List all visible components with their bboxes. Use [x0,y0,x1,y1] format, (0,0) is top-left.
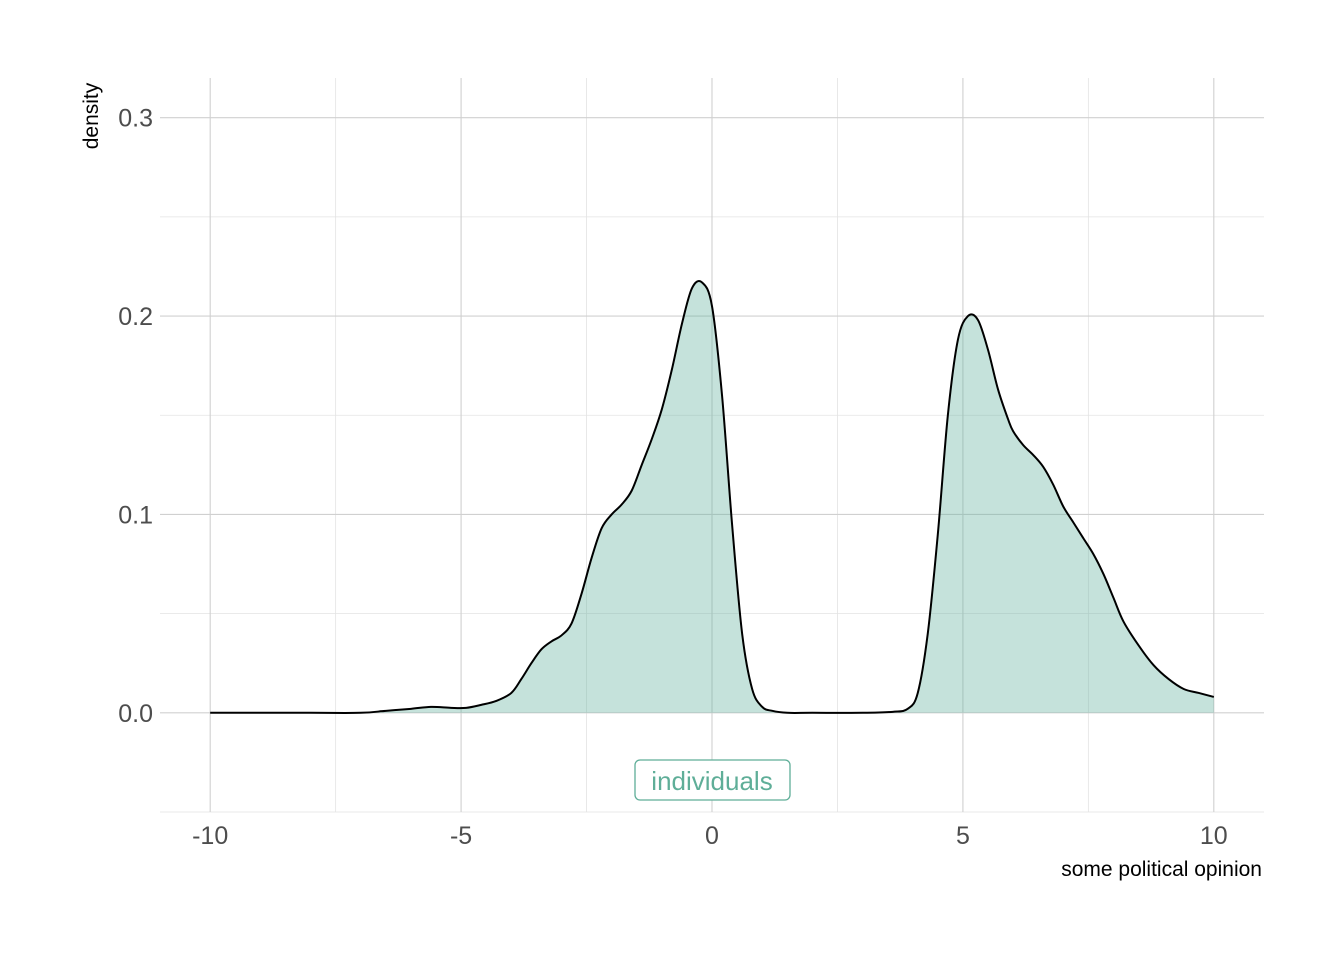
legend-label-individuals: individuals [651,766,772,796]
x-axis-title: some political opinion [1061,858,1262,881]
x-tick-label: -10 [192,822,228,850]
y-axis-title: density [80,82,103,149]
y-tick-label: 0.1 [118,501,153,529]
density-series [210,280,1215,714]
y-tick-label: 0.0 [118,700,153,728]
x-tick-label: -5 [450,822,472,850]
legend-box [634,759,791,801]
series-legend: individuals [634,759,791,801]
x-tick-label: 10 [1200,822,1228,850]
density-line [210,280,1215,714]
x-tick-label: 0 [705,822,719,850]
y-tick-labels: 0.0 0.1 0.2 0.3 [118,105,153,728]
y-tick-label: 0.2 [118,303,153,331]
x-tick-labels: -10 -5 0 5 10 [192,822,1228,850]
y-tick-label: 0.3 [118,105,153,133]
x-tick-label: 5 [956,822,970,850]
density-area-fill [210,280,1214,713]
